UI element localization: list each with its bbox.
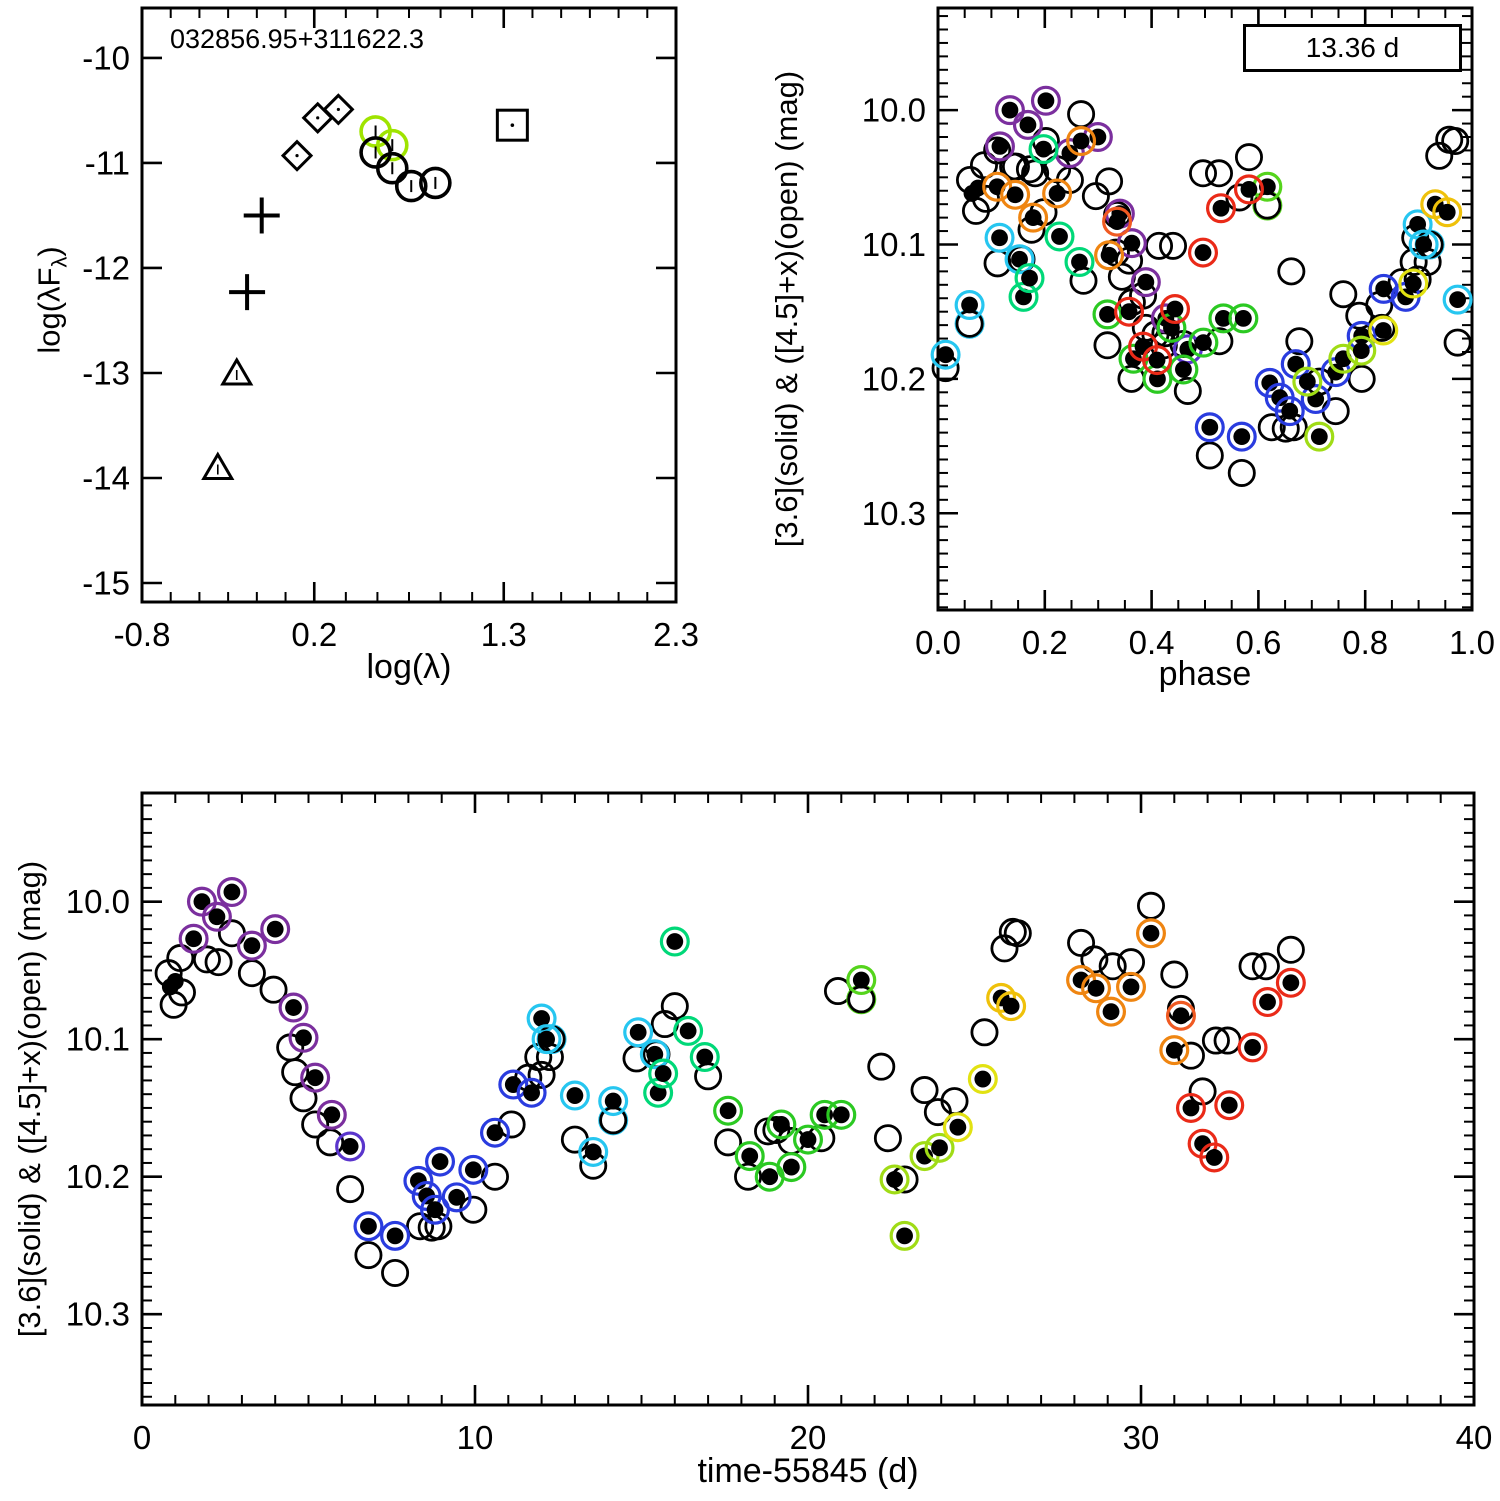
svg-text:0.2: 0.2 <box>1022 624 1068 661</box>
IRAC-open-circles <box>359 136 452 203</box>
svg-text:10.3: 10.3 <box>66 1296 130 1333</box>
svg-text:-0.8: -0.8 <box>114 616 171 653</box>
time-x-axis-label: time-55845 (d) <box>697 1452 919 1490</box>
panel-sed: -0.8 0.2 1.3 2.3 -15 -14 -13 -12 -11 -10 <box>82 6 699 653</box>
svg-text:10.1: 10.1 <box>66 1021 130 1058</box>
panel-time_series: 0 10 20 30 40 10.0 10.1 10.2 10.3 <box>66 791 1493 1456</box>
phase-solid-36-points <box>930 85 1473 452</box>
svg-text:40: 40 <box>1456 1419 1493 1456</box>
svg-text:0.0: 0.0 <box>915 624 961 661</box>
svg-text:-11: -11 <box>85 144 130 181</box>
sed-y-axis-label: log(λFλ) <box>31 246 72 354</box>
optical-BV-triangles <box>201 357 254 480</box>
svg-text:0: 0 <box>133 1419 151 1456</box>
MIPS24-square <box>495 108 529 142</box>
period-value: 13.36 d <box>1305 32 1400 63</box>
svg-text:10.0: 10.0 <box>66 883 130 920</box>
svg-text:10.2: 10.2 <box>862 360 926 397</box>
sed-x-axis-label: log(λ) <box>366 648 452 686</box>
svg-text:-14: -14 <box>82 459 130 496</box>
svg-text:1.3: 1.3 <box>481 616 527 653</box>
time_series-solid-36-points <box>161 877 1306 1251</box>
svg-text:-15: -15 <box>82 564 130 601</box>
svg-text:10: 10 <box>457 1419 494 1456</box>
svg-text:-13: -13 <box>82 354 130 391</box>
phase-y-axis-label: [3.6](solid) & ([4.5]+x)(open) (mag) <box>769 70 804 548</box>
optical-RI-plusses <box>229 197 280 311</box>
svg-text:0.4: 0.4 <box>1129 624 1175 661</box>
svg-text:2.3: 2.3 <box>653 616 699 653</box>
svg-text:20: 20 <box>790 1419 827 1456</box>
time-y-axis-label: [3.6](solid) & ([4.5]+x)(open) (mag) <box>12 860 47 1338</box>
svg-text:-10: -10 <box>82 39 130 76</box>
phase-x-axis-label: phase <box>1158 655 1252 693</box>
svg-text:-12: -12 <box>82 249 130 286</box>
svg-text:30: 30 <box>1123 1419 1160 1456</box>
svg-text:10.0: 10.0 <box>862 92 926 129</box>
svg-text:0.2: 0.2 <box>291 616 337 653</box>
time_series-open-45-points <box>154 891 1305 1287</box>
IRAC-highlight-circles <box>359 115 409 162</box>
svg-text:10.2: 10.2 <box>66 1158 130 1195</box>
svg-text:10.1: 10.1 <box>862 226 926 263</box>
svg-text:0.8: 0.8 <box>1342 624 1388 661</box>
panel-phase: 0.0 0.2 0.4 0.6 0.8 1.0 10.0 10.1 10.2 10.3 <box>862 6 1495 661</box>
svg-text:10.3: 10.3 <box>862 495 926 532</box>
period-legend-box: 13.36 d <box>1243 24 1462 72</box>
2MASS-JHK-diamonds <box>280 93 355 172</box>
svg-text:1.0: 1.0 <box>1449 624 1495 661</box>
sed-source-title: 032856.95+311622.3 <box>170 24 425 54</box>
svg-text:0.6: 0.6 <box>1235 624 1281 661</box>
